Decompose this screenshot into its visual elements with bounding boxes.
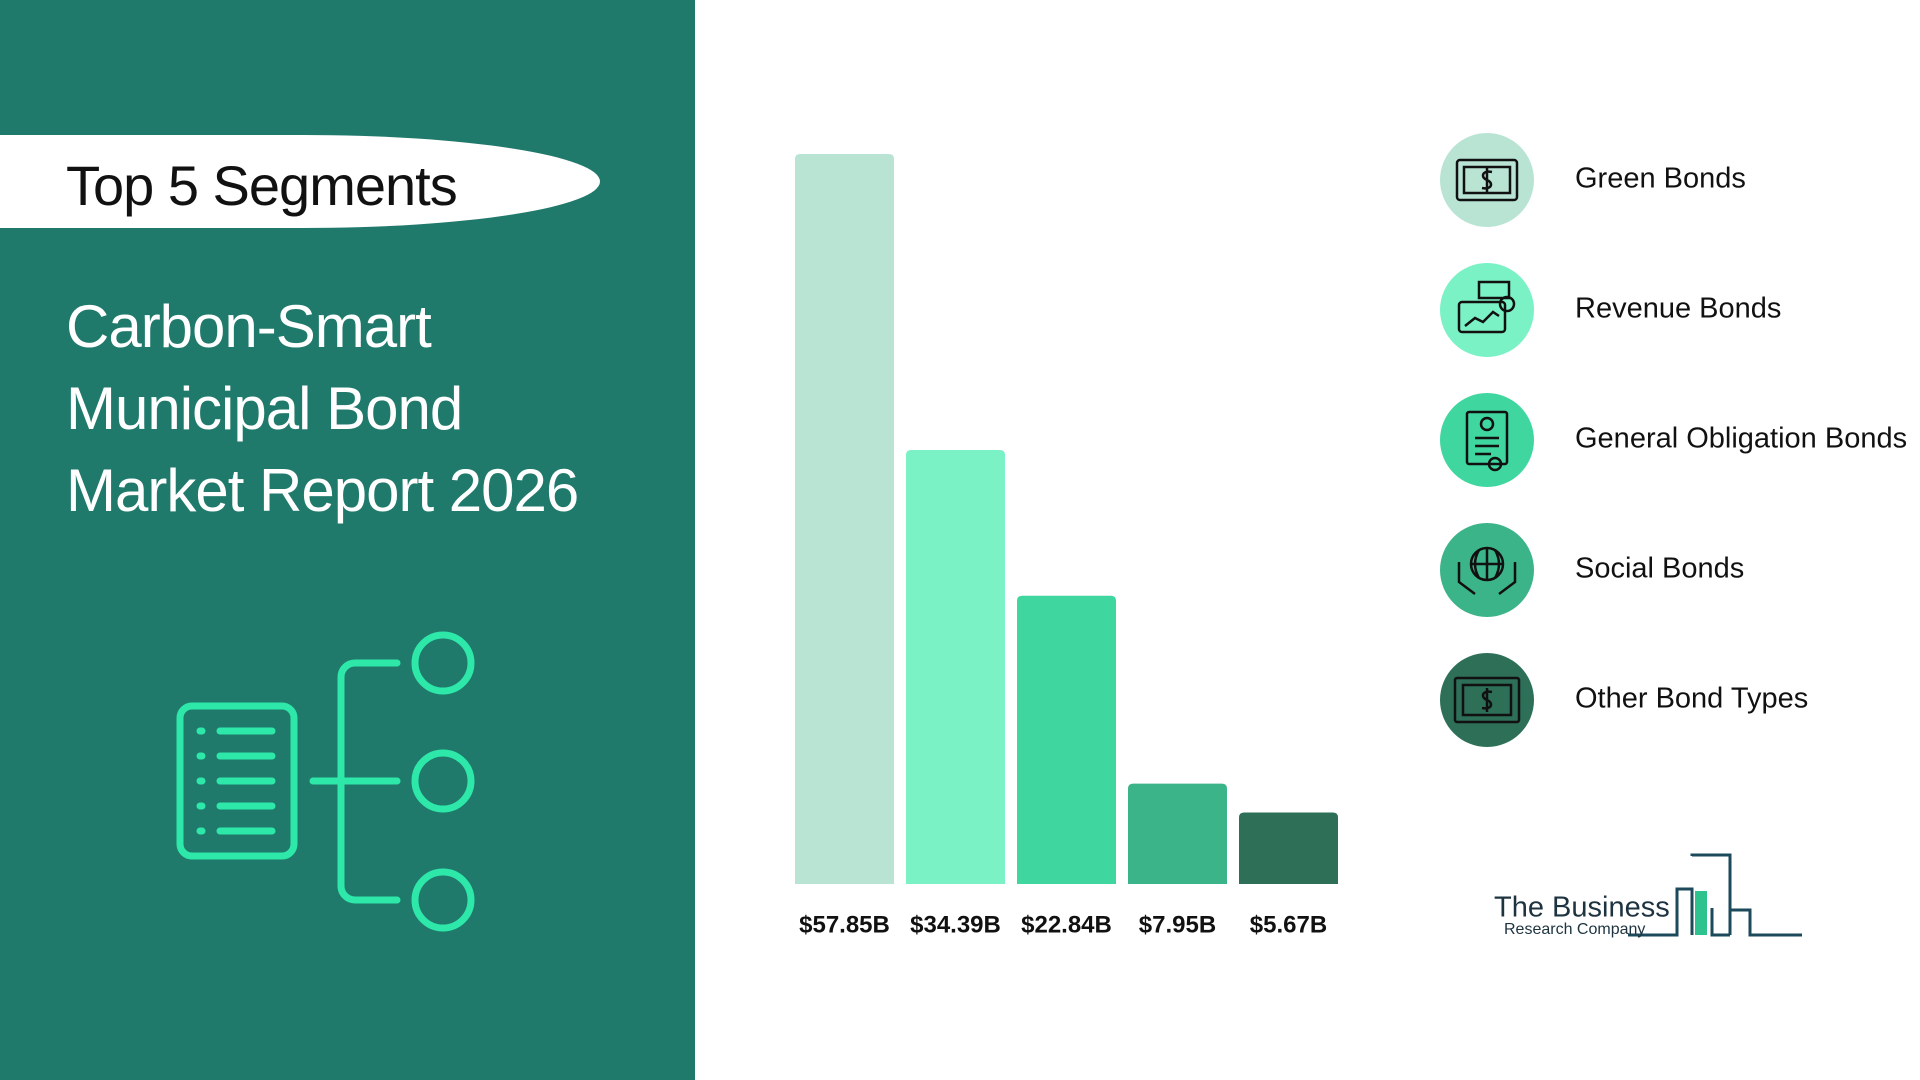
report-title: Carbon-Smart Municipal Bond Market Repor…	[66, 293, 579, 524]
icon-part	[1457, 300, 1507, 334]
value-label: $22.84B	[1021, 911, 1112, 938]
icon-part	[1465, 410, 1509, 466]
legend-label: Other Bond Types	[1575, 683, 1808, 715]
icon-part	[1487, 456, 1503, 472]
icon-part	[1479, 416, 1495, 432]
icon-part	[1462, 165, 1512, 195]
legend-icon	[1465, 410, 1509, 472]
icon-part	[1498, 295, 1516, 313]
legend-label: Green Bonds	[1575, 163, 1746, 195]
logo-line1: The Business	[1494, 892, 1670, 924]
logo-line2: Research Company	[1504, 921, 1645, 938]
bar	[1239, 812, 1338, 884]
bar	[906, 450, 1005, 884]
icon-part	[1481, 168, 1493, 192]
side-panel: Top 5 Segments Carbon-Smart Municipal Bo…	[0, 0, 695, 1080]
legend-icon	[1457, 546, 1517, 595]
segments-icon	[176, 631, 475, 932]
bar	[1128, 783, 1227, 884]
icon-part	[1461, 683, 1513, 717]
icon-part	[1464, 310, 1500, 327]
value-label: $5.67B	[1250, 911, 1327, 938]
logo	[1628, 853, 1802, 937]
legend-label: Revenue Bonds	[1575, 293, 1781, 325]
icon-part	[1477, 280, 1511, 300]
value-label: $34.39B	[910, 911, 1001, 938]
icon-part	[1475, 436, 1499, 456]
icon-part	[1481, 688, 1493, 712]
legend-label: General Obligation Bonds	[1575, 423, 1907, 455]
legend-label: Social Bonds	[1575, 553, 1744, 585]
bar	[1017, 595, 1116, 884]
legend-marker	[1440, 393, 1534, 487]
legend-icon	[1457, 280, 1516, 334]
bar	[795, 154, 894, 884]
header-pill: Top 5 Segments	[0, 135, 600, 228]
icon-part	[1455, 158, 1519, 202]
value-label: $57.85B	[799, 911, 890, 938]
legend-icon	[1455, 158, 1519, 202]
legend-marker	[1440, 263, 1534, 357]
header-title: Top 5 Segments	[66, 154, 458, 217]
value-label: $7.95B	[1139, 911, 1216, 938]
legend-icon	[1453, 676, 1521, 724]
icon-part	[1457, 548, 1517, 595]
